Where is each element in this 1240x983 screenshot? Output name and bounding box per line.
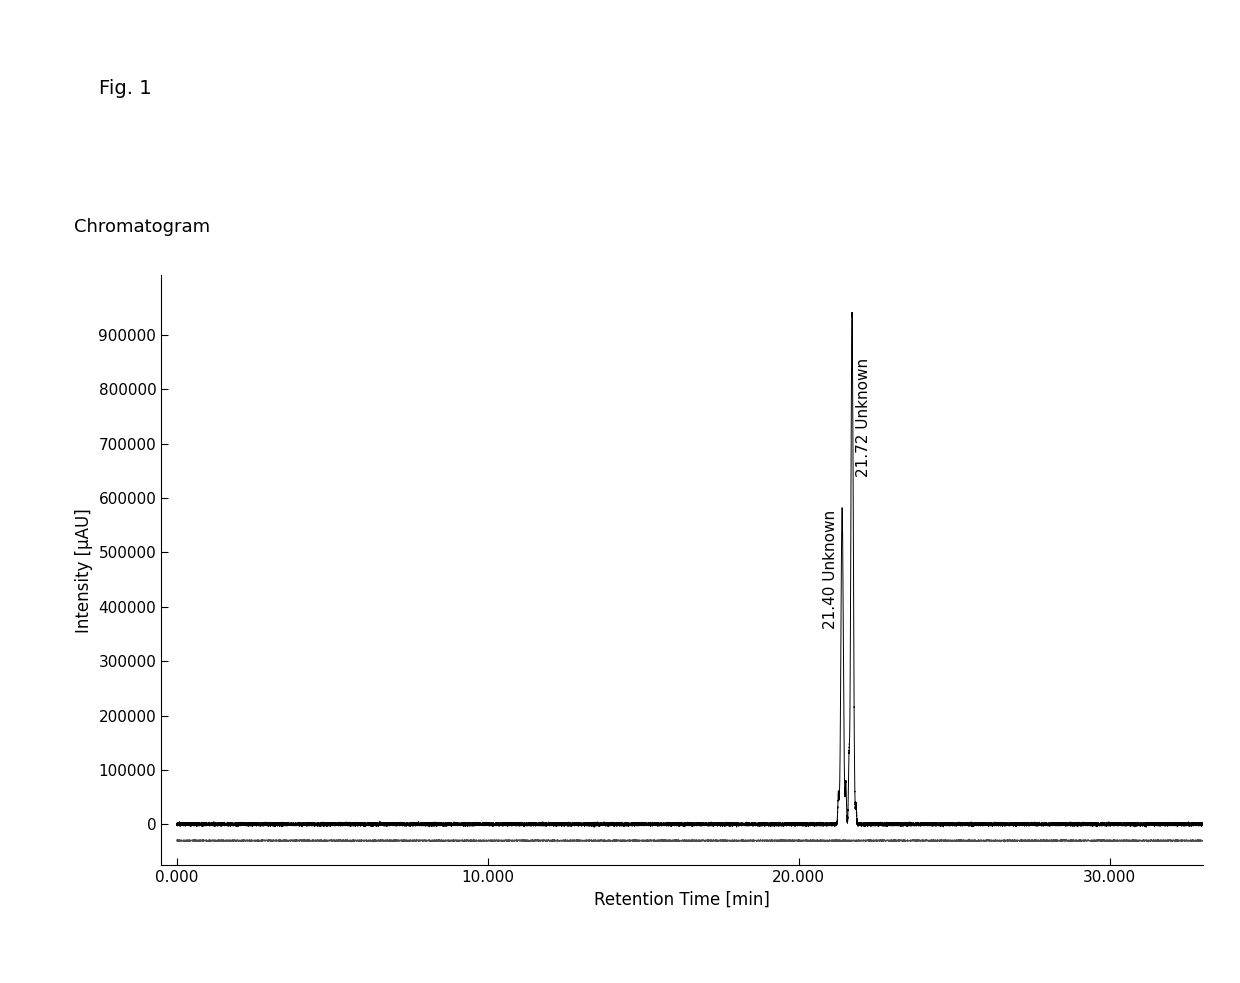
X-axis label: Retention Time [min]: Retention Time [min] xyxy=(594,891,770,908)
Y-axis label: Intensity [μAU]: Intensity [μAU] xyxy=(74,508,93,632)
Text: Chromatogram: Chromatogram xyxy=(74,218,211,236)
Text: 21.72 Unknown: 21.72 Unknown xyxy=(857,358,872,477)
Text: Fig. 1: Fig. 1 xyxy=(99,79,151,97)
Text: 21.40 Unknown: 21.40 Unknown xyxy=(823,509,838,629)
